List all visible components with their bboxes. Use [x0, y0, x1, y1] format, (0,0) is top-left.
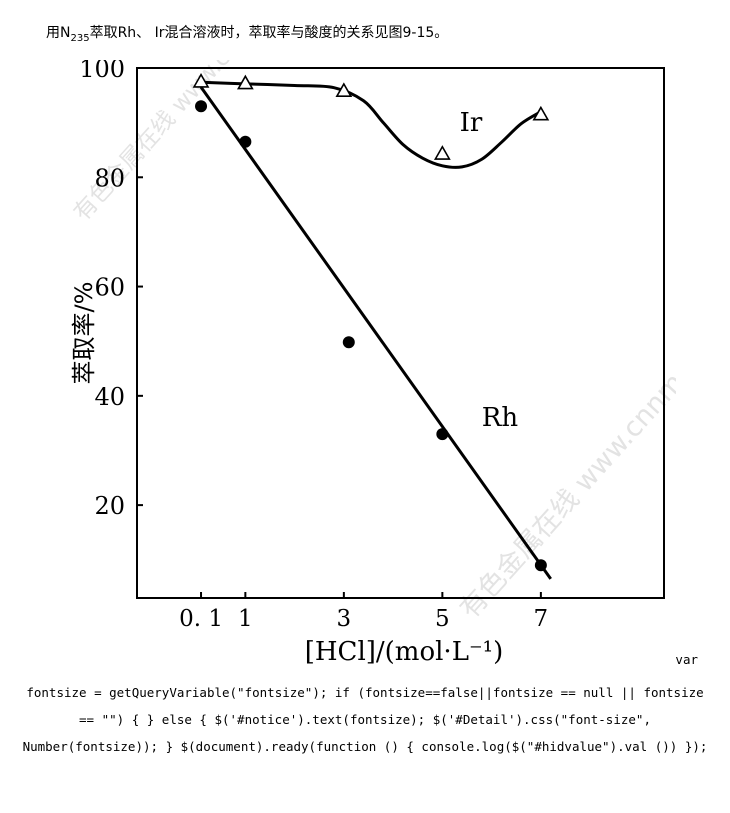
series-layer: Ir Rh: [192, 73, 552, 580]
x-tick-label: 5: [435, 606, 450, 632]
rh-series-label: Rh: [482, 403, 519, 433]
watermark-text: 有色金属在线 www.cnnmol.com: [454, 300, 676, 624]
y-tick-label: 100: [79, 60, 125, 83]
y-axis-label: 萃取率/%: [70, 282, 98, 385]
y-tick-label: 40: [94, 383, 125, 411]
chart-svg: 有色金属在线 www.cnnmol.com 有色金属在线 www.cnnmol.…: [69, 60, 676, 666]
ir-point: [236, 74, 254, 90]
label-layer: 萃取率/% [HCl]/(mol·L⁻¹): [70, 282, 503, 666]
code-text: fontsize = getQueryVariable("fontsize");…: [22, 685, 708, 754]
ir-point: [433, 145, 451, 160]
plot-frame: [136, 67, 665, 599]
rh-point: [195, 100, 208, 113]
ir-curve: [200, 80, 542, 169]
ir-series-label: Ir: [460, 108, 483, 138]
x-tick-label: 0. 1: [179, 606, 223, 632]
tick-layer: 20 40 60 80 100 0. 1 1 3 5 7: [79, 60, 548, 632]
x-tick-label: 7: [534, 606, 549, 632]
chart-figure: 有色金属在线 www.cnnmol.com 有色金属在线 www.cnnmol.…: [64, 60, 676, 666]
rh-point: [342, 336, 355, 349]
y-tick-label: 60: [94, 274, 125, 302]
rh-point: [436, 428, 449, 441]
ir-point: [192, 73, 210, 88]
y-tick-label: 80: [94, 164, 125, 192]
code-text-first: var: [675, 652, 698, 667]
x-axis-label: [HCl]/(mol·L⁻¹): [305, 637, 504, 666]
watermark-layer: 有色金属在线 www.cnnmol.com 有色金属在线 www.cnnmol.…: [69, 60, 676, 625]
ir-point: [532, 105, 550, 121]
x-tick-label: 3: [337, 606, 352, 632]
rh-fit-line: [199, 86, 552, 580]
x-tick-label: 1: [238, 606, 253, 632]
y-tick-label: 20: [94, 492, 125, 520]
figure-caption: 用N235萃取Rh、 Ir混合溶液时，萃取率与酸度的关系见图9-15。: [46, 25, 449, 44]
rh-point: [239, 135, 252, 148]
ir-point: [335, 82, 353, 97]
rh-point: [534, 559, 547, 572]
